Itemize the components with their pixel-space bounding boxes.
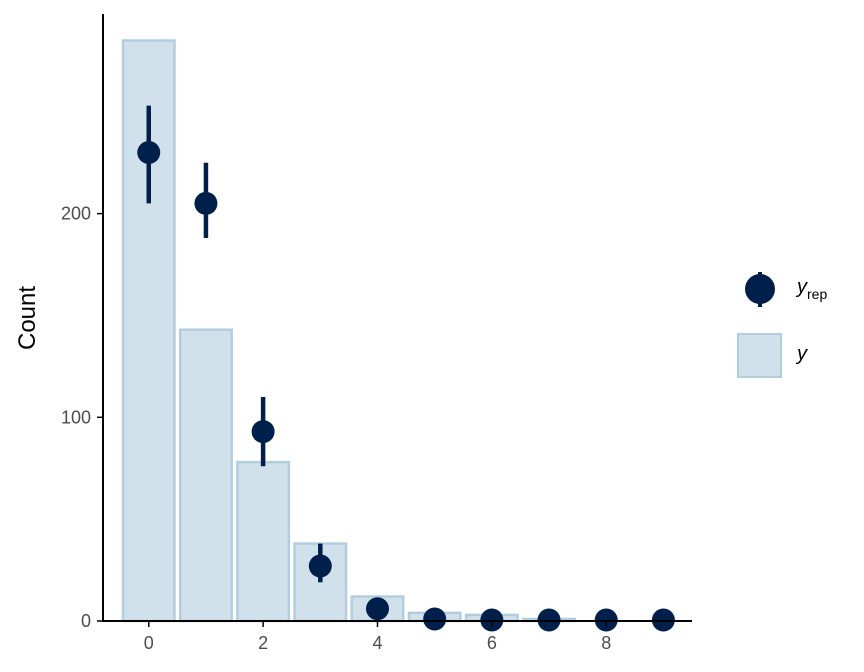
y-tick-label-0: 0: [81, 611, 91, 631]
point-0: [137, 141, 161, 165]
axes: [102, 14, 692, 622]
legend: yrep y: [737, 272, 827, 378]
point-4: [365, 597, 389, 621]
legend-label-yrep-sub: rep: [807, 286, 827, 302]
point-5: [423, 607, 447, 631]
bar-series-y: [121, 39, 577, 623]
point-series-yrep: [137, 105, 675, 632]
point-9: [651, 608, 675, 632]
y-tick-label-200: 200: [61, 204, 91, 224]
point-2: [251, 420, 275, 444]
y-axis-title: Count: [14, 286, 41, 350]
point-8: [594, 608, 618, 632]
legend-item-y: y: [737, 333, 808, 378]
bar-2: [236, 460, 291, 623]
x-tick-label-6: 6: [487, 633, 497, 653]
point-1: [194, 191, 218, 215]
point-7: [537, 608, 561, 632]
y-tick-label-100: 100: [61, 407, 91, 427]
x-tick-label-2: 2: [258, 633, 268, 653]
x-tick-label-4: 4: [372, 633, 382, 653]
legend-label-yrep-main: y: [795, 276, 808, 298]
point-3: [308, 554, 332, 578]
y-axis-ticks: 0 100 200: [61, 204, 103, 631]
legend-key-yrep-point: [745, 274, 775, 304]
point-6: [480, 608, 504, 632]
x-tick-label-0: 0: [144, 633, 154, 653]
legend-label-y: y: [795, 343, 808, 365]
bar-1: [178, 328, 233, 623]
legend-item-yrep: yrep: [745, 272, 827, 307]
x-tick-label-8: 8: [601, 633, 611, 653]
svg-text:yrep: yrep: [795, 276, 827, 302]
legend-key-y-box: [737, 333, 782, 378]
x-axis-ticks: 0 2 4 6 8: [144, 621, 611, 653]
